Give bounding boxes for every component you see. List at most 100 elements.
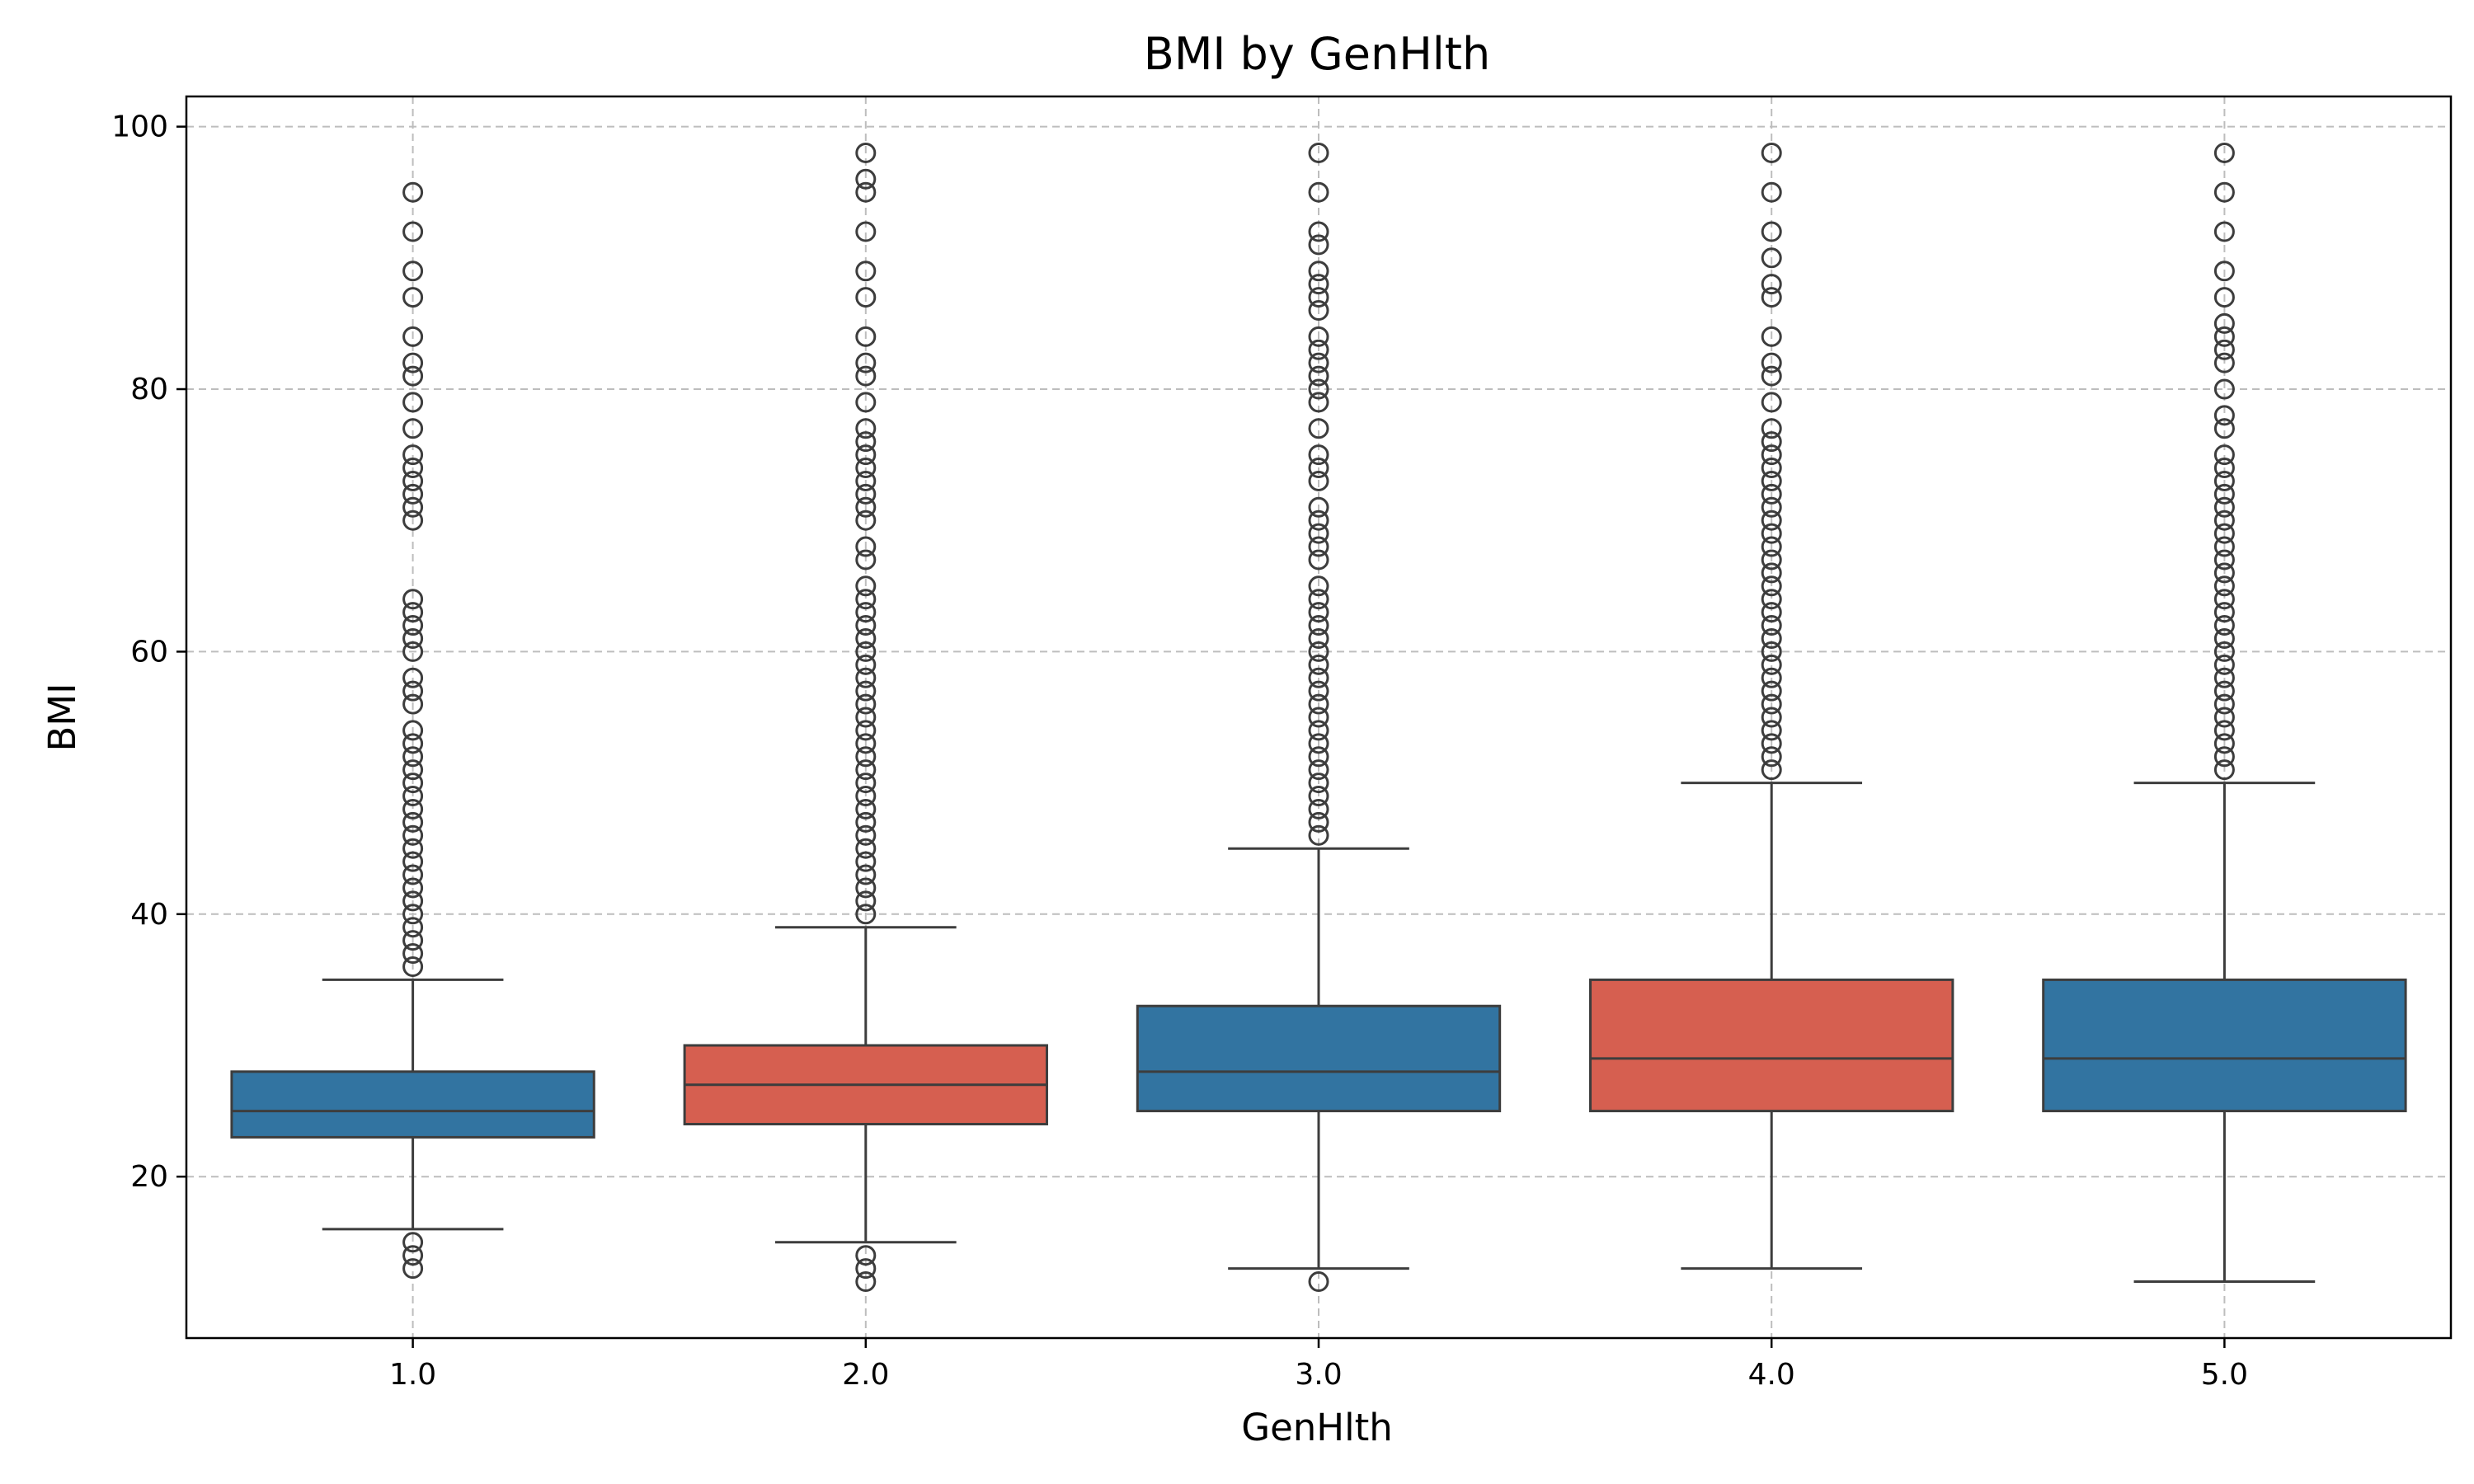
outlier-point	[2213, 720, 2235, 741]
outlier-point	[2213, 378, 2235, 400]
outlier-point	[402, 733, 424, 754]
outlier-point	[402, 444, 424, 466]
outlier-point	[855, 483, 877, 505]
outlier-point	[1308, 365, 1329, 387]
outlier-point	[2213, 221, 2235, 242]
iqr-box	[1589, 978, 1954, 1113]
outlier-point	[402, 181, 424, 203]
outlier-point	[1761, 392, 1782, 413]
y-tick-label: 80	[130, 373, 168, 406]
outlier-point	[2213, 589, 2235, 610]
outlier-point	[402, 746, 424, 768]
outlier-point	[855, 786, 877, 807]
outlier-point	[402, 667, 424, 688]
x-axis-title: GenHlth	[1241, 1406, 1393, 1449]
outlier-point	[1761, 615, 1782, 636]
outlier-point	[2213, 496, 2235, 518]
outlier-point	[1761, 181, 1782, 203]
outlier-point	[1308, 811, 1329, 833]
y-tick-label: 60	[130, 635, 168, 669]
outlier-point	[2213, 483, 2235, 505]
outlier-point	[1308, 142, 1329, 163]
x-axis: 1.0 2.0 3.0 4.0 5.0	[389, 1338, 2248, 1392]
outlier-point	[855, 575, 877, 597]
outlier-point	[1308, 733, 1329, 754]
outlier-point	[1761, 496, 1782, 518]
outlier-point	[2213, 142, 2235, 163]
outlier-point	[402, 602, 424, 623]
outlier-point	[1308, 1271, 1329, 1293]
outlier-point	[402, 352, 424, 373]
outlier-point	[1761, 287, 1782, 308]
outlier-point	[1761, 667, 1782, 688]
outlier-point	[402, 510, 424, 531]
outlier-point	[1761, 536, 1782, 557]
outlier-point	[1308, 680, 1329, 702]
outlier-point	[1761, 510, 1782, 531]
outlier-point	[1308, 654, 1329, 675]
outlier-point	[1761, 602, 1782, 623]
outlier-point	[2213, 707, 2235, 728]
y-tick-label: 100	[111, 110, 168, 144]
outlier-point	[855, 798, 877, 819]
outlier-point	[855, 1258, 877, 1280]
outlier-point	[1308, 773, 1329, 794]
outlier-point	[1308, 523, 1329, 544]
outlier-point	[855, 1271, 877, 1293]
outlier-point	[1308, 746, 1329, 768]
outlier-point	[1761, 562, 1782, 584]
outlier-point	[1308, 234, 1329, 256]
outlier-point	[402, 943, 424, 965]
outlier-point	[1308, 786, 1329, 807]
outlier-point	[1761, 680, 1782, 702]
outlier-point	[2213, 575, 2235, 597]
outlier-point	[402, 890, 424, 912]
outlier-point	[855, 693, 877, 715]
outlier-point	[1761, 444, 1782, 466]
outlier-point	[1308, 261, 1329, 282]
outlier-point	[1308, 444, 1329, 466]
outlier-point	[1308, 458, 1329, 479]
outlier-point	[402, 680, 424, 702]
outlier-point	[1761, 707, 1782, 728]
outlier-point	[402, 851, 424, 872]
box-group-3.0	[1136, 142, 1502, 1293]
outlier-point	[1308, 181, 1329, 203]
outlier-point	[2213, 523, 2235, 544]
outlier-point	[2213, 693, 2235, 715]
outlier-point	[855, 824, 877, 846]
outlier-point	[855, 365, 877, 387]
boxes-layer	[230, 142, 2407, 1293]
outlier-point	[1308, 352, 1329, 373]
outlier-point	[855, 746, 877, 768]
iqr-box	[1136, 1004, 1502, 1113]
outlier-point	[855, 838, 877, 859]
y-axis: 20 40 60 80 100	[111, 110, 186, 1194]
outlier-point	[1308, 536, 1329, 557]
outlier-point	[1308, 627, 1329, 649]
outlier-point	[855, 392, 877, 413]
outlier-point	[855, 287, 877, 308]
box-group-2.0	[683, 142, 1048, 1293]
outlier-point	[402, 483, 424, 505]
outlier-point	[1308, 602, 1329, 623]
outlier-point	[855, 221, 877, 242]
outlier-point	[402, 904, 424, 925]
outlier-point	[2213, 510, 2235, 531]
outlier-point	[2213, 312, 2235, 334]
outlier-point	[855, 904, 877, 925]
outlier-point	[402, 838, 424, 859]
outlier-point	[402, 824, 424, 846]
outlier-point	[855, 890, 877, 912]
outlier-point	[2213, 733, 2235, 754]
outlier-point	[855, 707, 877, 728]
outlier-point	[855, 444, 877, 466]
y-tick-label: 20	[130, 1160, 168, 1194]
outlier-point	[2213, 352, 2235, 373]
outlier-point	[2213, 667, 2235, 688]
outlier-point	[855, 720, 877, 741]
outlier-point	[1761, 523, 1782, 544]
outlier-point	[402, 458, 424, 479]
outlier-point	[1308, 510, 1329, 531]
